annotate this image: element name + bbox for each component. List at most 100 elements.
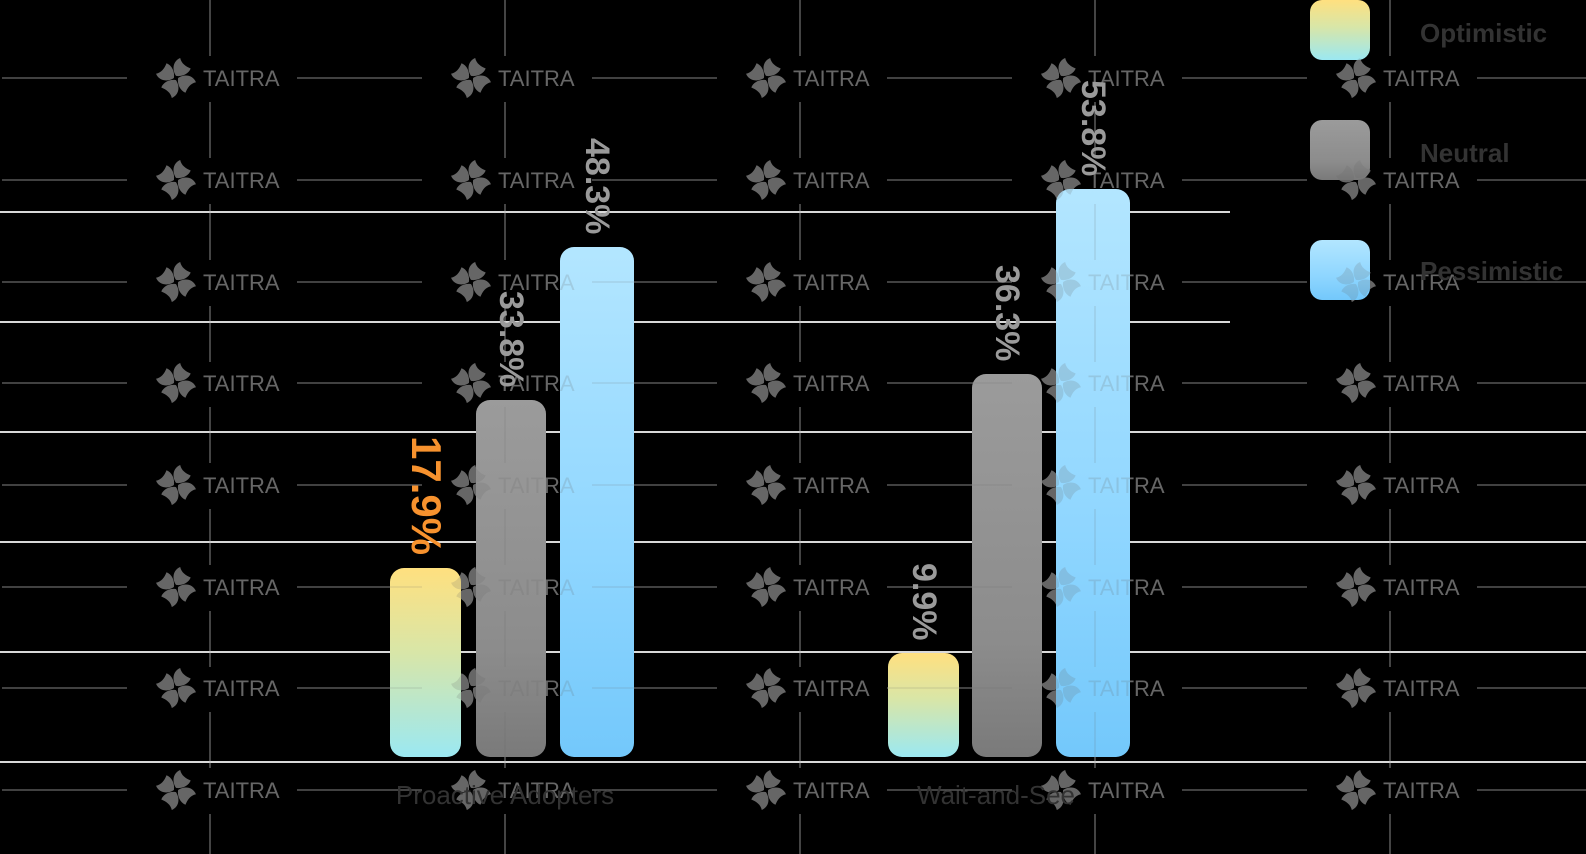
- taitra-logo-icon: [1336, 770, 1376, 810]
- legend-label-optimistic: Optimistic: [1420, 18, 1548, 48]
- taitra-logo-icon: [156, 363, 196, 403]
- watermark-text: TAITRA: [793, 168, 870, 193]
- watermark-text: TAITRA: [793, 676, 870, 701]
- taitra-logo-icon: [156, 160, 196, 200]
- taitra-logo-icon: [746, 58, 786, 98]
- watermark-text: TAITRA: [203, 371, 280, 396]
- taitra-logo-icon: [156, 465, 196, 505]
- taitra-logo-icon: [156, 58, 196, 98]
- taitra-logo-icon: [746, 58, 786, 98]
- taitra-logo-icon: [451, 363, 491, 403]
- watermark-text: TAITRA: [1383, 371, 1460, 396]
- watermark-text: TAITRA: [793, 168, 870, 193]
- watermark-text: TAITRA: [203, 66, 280, 91]
- watermark-text: TAITRA: [1383, 575, 1460, 600]
- taitra-logo-icon: [451, 58, 491, 98]
- watermark-text: TAITRA: [793, 371, 870, 396]
- taitra-logo-icon: [451, 160, 491, 200]
- watermark-text: TAITRA: [793, 575, 870, 600]
- taitra-logo-icon: [1336, 668, 1376, 708]
- taitra-logo-icon: [156, 770, 196, 810]
- watermark-text: TAITRA: [1383, 371, 1460, 396]
- taitra-logo-icon: [1336, 363, 1376, 403]
- watermark-text: TAITRA: [203, 778, 280, 803]
- watermark-text: TAITRA: [793, 473, 870, 498]
- watermark-text: TAITRA: [498, 168, 575, 193]
- taitra-logo-icon: [1336, 465, 1376, 505]
- watermark-text: TAITRA: [1383, 66, 1460, 91]
- watermark-text: TAITRA: [203, 473, 280, 498]
- watermark-text: TAITRA: [1383, 473, 1460, 498]
- taitra-logo-icon: [746, 465, 786, 505]
- watermark-text: TAITRA: [203, 575, 280, 600]
- taitra-logo-icon: [746, 262, 786, 302]
- watermark-text: TAITRA: [793, 473, 870, 498]
- watermark-text: TAITRA: [793, 270, 870, 295]
- taitra-logo-icon: [451, 160, 491, 200]
- taitra-logo-icon: [156, 668, 196, 708]
- bar-neutral-wait-and-see: [972, 374, 1042, 757]
- taitra-logo-icon: [156, 262, 196, 302]
- value-label: 36.3%: [988, 264, 1026, 362]
- bar-neutral-proactive-adopters: [476, 400, 546, 757]
- watermark-text: TAITRA: [1383, 676, 1460, 701]
- watermark-text: TAITRA: [203, 270, 280, 295]
- watermark-text: TAITRA: [1383, 778, 1460, 803]
- watermark-text: TAITRA: [203, 66, 280, 91]
- taitra-logo-icon: [746, 668, 786, 708]
- watermark-text: TAITRA: [498, 168, 575, 193]
- category-label-proactive-adopters: Proactive Adopters: [395, 780, 615, 810]
- watermark-text: TAITRA: [498, 66, 575, 91]
- watermark-text: TAITRA: [203, 473, 280, 498]
- taitra-logo-icon: [1336, 58, 1376, 98]
- watermark-text: TAITRA: [793, 371, 870, 396]
- gridline: [0, 651, 1586, 653]
- legend-swatch-pessimistic: [1310, 240, 1370, 300]
- taitra-logo-icon: [156, 668, 196, 708]
- taitra-logo-icon: [156, 262, 196, 302]
- watermark-text: TAITRA: [203, 676, 280, 701]
- value-label: 48.3%: [578, 137, 616, 235]
- watermark-text: TAITRA: [1383, 473, 1460, 498]
- taitra-logo-icon: [746, 567, 786, 607]
- legend-label-neutral: Neutral: [1420, 138, 1510, 168]
- watermark-text: TAITRA: [203, 575, 280, 600]
- taitra-logo-icon: [746, 160, 786, 200]
- taitra-logo-icon: [1336, 668, 1376, 708]
- taitra-logo-icon: [1336, 58, 1376, 98]
- taitra-logo-icon: [156, 58, 196, 98]
- legend-label-pessimistic: Pessimistic: [1420, 256, 1564, 286]
- value-label: 17.9%: [402, 436, 450, 556]
- bar-pessimistic-wait-and-see: [1056, 189, 1130, 757]
- taitra-logo-icon: [746, 262, 786, 302]
- taitra-logo-icon: [746, 363, 786, 403]
- gridline: [0, 431, 1586, 433]
- taitra-logo-icon: [746, 465, 786, 505]
- legend-swatch-neutral: [1310, 120, 1370, 180]
- taitra-logo-icon: [746, 770, 786, 810]
- taitra-logo-icon: [451, 262, 491, 302]
- value-label: 9.9%: [904, 562, 943, 641]
- taitra-logo-icon: [451, 58, 491, 98]
- taitra-logo-icon: [156, 567, 196, 607]
- bar-pessimistic-proactive-adopters: [560, 247, 634, 757]
- gridline: [0, 541, 1586, 543]
- taitra-logo-icon: [156, 160, 196, 200]
- bar-optimistic-proactive-adopters: [390, 568, 461, 757]
- taitra-logo-icon: [746, 770, 786, 810]
- watermark-text: TAITRA: [1383, 575, 1460, 600]
- value-label: 33.8%: [492, 290, 530, 388]
- taitra-logo-icon: [1336, 567, 1376, 607]
- watermark-text: TAITRA: [203, 168, 280, 193]
- taitra-logo-icon: [746, 160, 786, 200]
- taitra-logo-icon: [156, 363, 196, 403]
- watermark-text: TAITRA: [203, 778, 280, 803]
- taitra-logo-icon: [156, 567, 196, 607]
- watermark-text: TAITRA: [498, 66, 575, 91]
- taitra-logo-icon: [451, 262, 491, 302]
- watermark-text: TAITRA: [793, 270, 870, 295]
- watermark-text: TAITRA: [793, 66, 870, 91]
- value-label: 53.8%: [1074, 79, 1112, 177]
- taitra-logo-icon: [1336, 567, 1376, 607]
- taitra-logo-icon: [451, 363, 491, 403]
